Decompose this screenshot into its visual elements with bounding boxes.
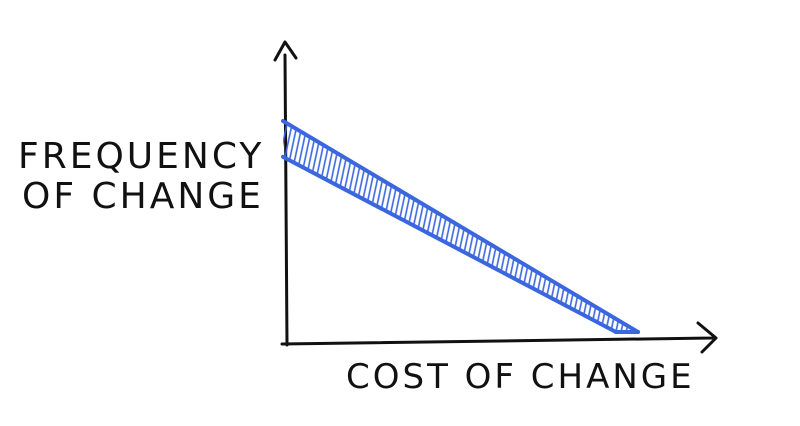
x-axis-line [280,321,718,354]
data-band-group [281,119,640,334]
y-axis-label-line-1: FREQUENCY [18,136,264,177]
band-lower-edge [281,154,618,334]
axes [273,40,718,354]
y-axis-line [273,40,298,347]
y-axis-label-line-2: OF CHANGE [22,176,264,217]
x-axis-label: COST OF CHANGE [346,357,695,397]
band-upper-edge [281,119,640,334]
